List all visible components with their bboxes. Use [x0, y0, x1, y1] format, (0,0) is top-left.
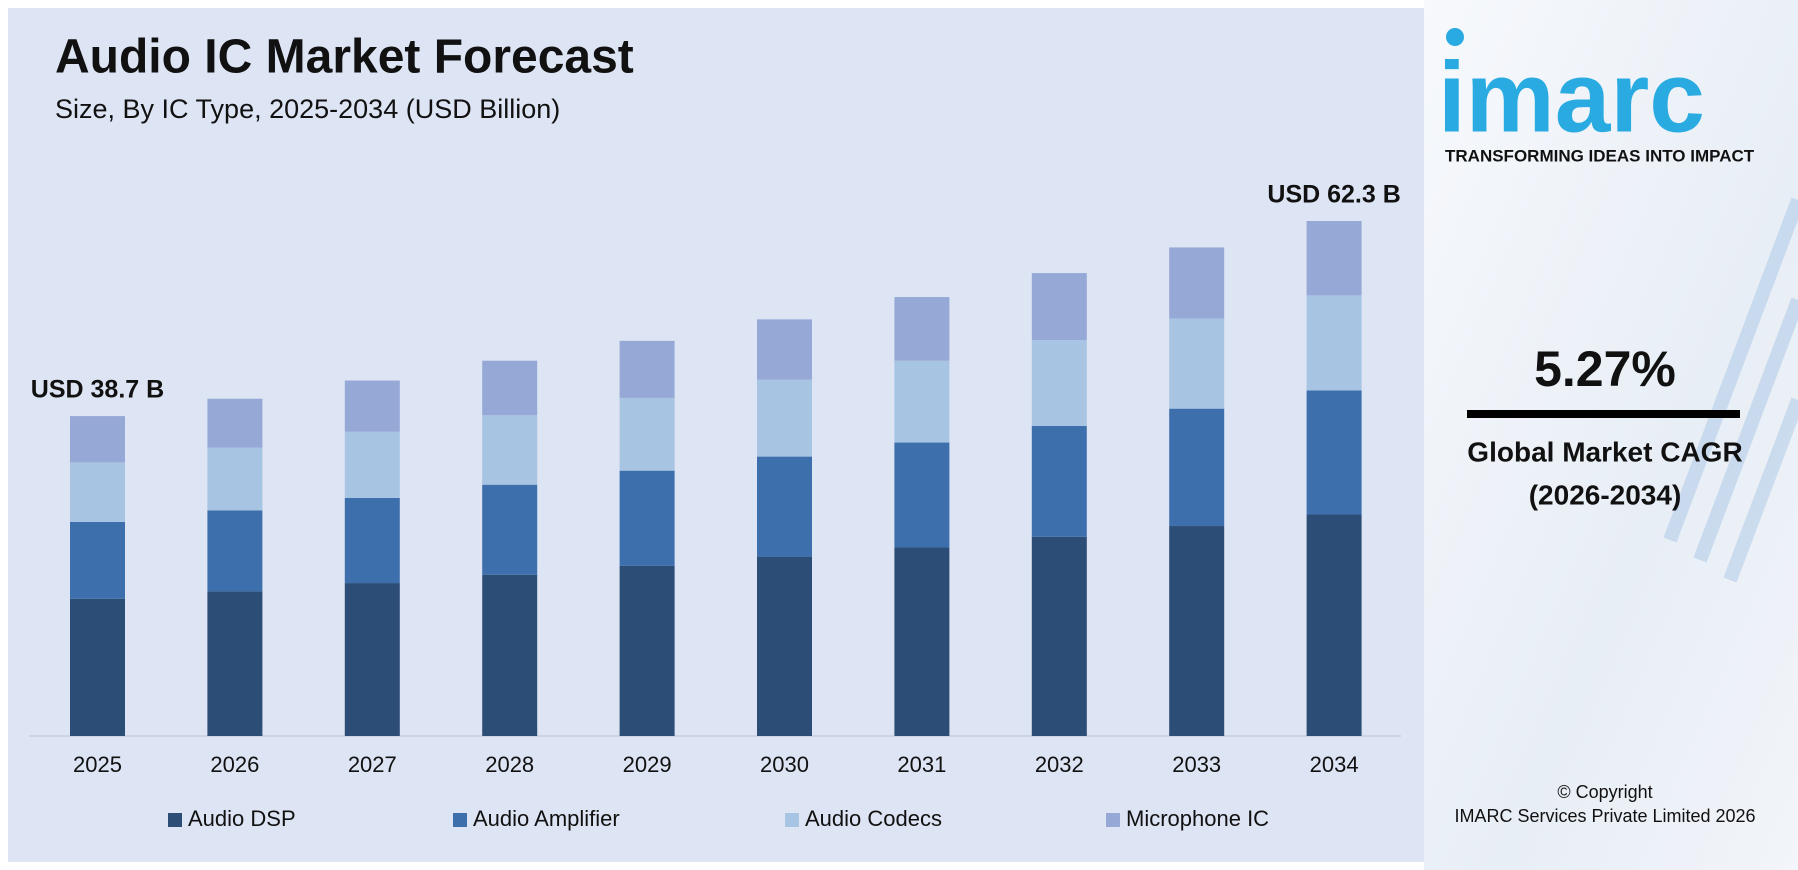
bar-segment: [344, 497, 400, 584]
x-tick-label: 2034: [1310, 752, 1359, 777]
bar-segment: [1306, 295, 1362, 391]
total-label: USD 38.7 B: [31, 376, 164, 404]
bar-segment: [619, 565, 675, 736]
bar-segment: [619, 397, 675, 471]
cagr-period: (2026-2034): [1529, 479, 1682, 510]
legend-swatch: [1106, 813, 1120, 827]
bar-segment: [344, 431, 400, 498]
x-tick-label: 2028: [485, 752, 534, 777]
bar-segment: [757, 456, 812, 557]
bar-segment: [70, 521, 125, 599]
total-label: USD 62.3 B: [1267, 181, 1400, 209]
bar-segment: [1031, 340, 1087, 427]
legend-swatch: [453, 813, 467, 827]
bar-segment: [344, 583, 400, 736]
bar-segment: [207, 398, 263, 448]
bar-segment: [619, 470, 675, 566]
bar-segment: [757, 556, 812, 736]
bar-segment: [1169, 408, 1225, 527]
bar-segment: [207, 510, 263, 592]
cagr-rule: [1467, 410, 1740, 418]
x-tick-label: 2027: [348, 752, 397, 777]
legend-label: Audio Amplifier: [473, 806, 620, 831]
cagr-value: 5.27%: [1534, 341, 1676, 397]
x-tick-label: 2033: [1172, 752, 1221, 777]
bar-segment: [894, 547, 950, 736]
bar-segment: [1169, 526, 1225, 736]
company: IMARC Services Private Limited 2026: [1454, 806, 1755, 826]
bar-segment: [894, 442, 950, 548]
side-panel: [1424, 0, 1798, 870]
bar-segment: [1306, 221, 1362, 296]
bar-segment: [1169, 247, 1225, 319]
cagr-label: Global Market CAGR: [1467, 436, 1742, 467]
bar-segment: [757, 319, 812, 380]
bar-segment: [70, 462, 125, 522]
bar-segment: [207, 591, 263, 736]
copyright: © Copyright: [1557, 782, 1652, 802]
bar-segment: [482, 484, 538, 575]
bar-segment: [482, 574, 538, 736]
bar-segment: [482, 360, 538, 416]
bar-segment: [894, 297, 950, 361]
tagline: TRANSFORMING IDEAS INTO IMPACT: [1445, 146, 1755, 165]
logo-dot: [1446, 28, 1464, 46]
legend-label: Audio DSP: [188, 806, 296, 831]
x-tick-label: 2032: [1035, 752, 1084, 777]
legend-label: Microphone IC: [1126, 806, 1269, 831]
side-decoration: [1663, 197, 1798, 583]
chart-title: Audio IC Market Forecast: [55, 31, 634, 84]
x-tick-label: 2030: [760, 752, 809, 777]
bar-segment: [207, 447, 263, 511]
bar-segment: [1306, 390, 1362, 515]
bar-segment: [70, 598, 125, 736]
bar-segment: [757, 379, 812, 457]
logo: imarc: [1438, 41, 1705, 153]
chart-subtitle: Size, By IC Type, 2025-2034 (USD Billion…: [55, 94, 560, 124]
bar-segment: [70, 416, 125, 463]
bar-segment: [1031, 536, 1087, 736]
x-tick-label: 2031: [897, 752, 946, 777]
bar-segment: [344, 380, 400, 432]
legend-swatch: [168, 813, 182, 827]
bar-segment: [1031, 426, 1087, 537]
x-tick-label: 2026: [210, 752, 259, 777]
bar-segment: [619, 340, 675, 398]
x-tick-label: 2029: [623, 752, 672, 777]
bar-segment: [1031, 273, 1087, 341]
legend-swatch: [785, 813, 799, 827]
x-tick-label: 2025: [73, 752, 122, 777]
legend-label: Audio Codecs: [805, 806, 942, 831]
bar-segment: [482, 415, 538, 485]
bar-segment: [1169, 318, 1225, 409]
bar-segment: [1306, 514, 1362, 736]
bar-segment: [894, 360, 950, 443]
